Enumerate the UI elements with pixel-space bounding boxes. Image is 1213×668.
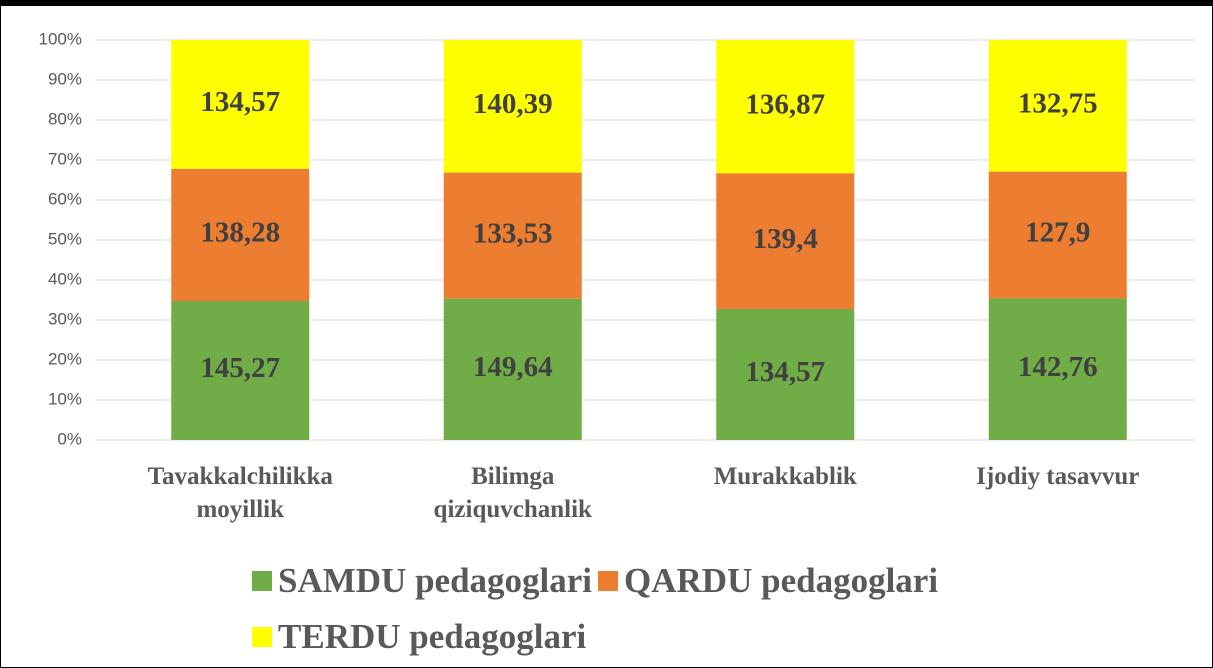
- x-tick-label: Bilimga qiziquvchanlik: [433, 463, 592, 523]
- y-tick-label: 0%: [57, 429, 82, 448]
- y-tick-label: 60%: [48, 189, 82, 208]
- bar-segment: [443, 172, 582, 299]
- value-label: 145,27: [200, 352, 280, 384]
- value-label: 138,28: [200, 217, 280, 249]
- y-tick-label: 20%: [48, 349, 82, 368]
- y-tick-label: 70%: [48, 149, 82, 168]
- value-label: 136,87: [745, 88, 825, 120]
- legend-label: QARDU pedagoglari: [624, 561, 939, 600]
- legend-label: TERDU pedagoglari: [278, 617, 587, 656]
- bar-segment: [443, 40, 582, 173]
- legend: SAMDU pedagoglari QARDU pedagoglari TERDU …: [252, 553, 1012, 665]
- y-tick-label: 10%: [48, 389, 82, 408]
- value-label: 142,76: [1018, 351, 1098, 383]
- legend-swatch: [252, 571, 272, 591]
- value-label: 139,4: [753, 223, 818, 255]
- legend-swatch: [252, 627, 272, 647]
- bar-segment: [988, 40, 1127, 172]
- bar-segment: [716, 173, 855, 309]
- bar-segment: [171, 40, 310, 169]
- x-tick-label: Ijodiy tasavvur: [976, 463, 1140, 490]
- legend-label: SAMDU pedagoglari: [278, 561, 593, 600]
- legend-item: QARDU pedagoglari: [598, 553, 938, 609]
- bar-segment: [716, 40, 855, 174]
- bar-segment: [171, 301, 310, 440]
- bar-segment: [443, 298, 582, 440]
- y-tick-label: 50%: [48, 229, 82, 248]
- value-label: 134,57: [745, 356, 825, 388]
- y-tick-label: 90%: [48, 69, 82, 88]
- legend-item: TERDU pedagoglari: [252, 609, 586, 665]
- y-tick-label: 30%: [48, 309, 82, 328]
- y-tick-label: 100%: [39, 29, 82, 48]
- y-tick-label: 40%: [48, 269, 82, 288]
- legend-swatch: [598, 571, 619, 591]
- value-label: 132,75: [1018, 87, 1098, 119]
- bar-segment: [716, 308, 855, 440]
- value-label: 127,9: [1025, 217, 1090, 249]
- bar-segment: [988, 298, 1127, 440]
- legend-item: SAMDU pedagoglari: [252, 553, 592, 609]
- bar-segment: [171, 168, 310, 302]
- value-label: 149,64: [473, 351, 553, 383]
- x-tick-label: Tavakkalchilikka moyillik: [147, 463, 333, 523]
- x-tick-label: Murakkablik: [713, 463, 857, 490]
- y-tick-label: 80%: [48, 109, 82, 128]
- bar-segment: [988, 171, 1127, 299]
- value-label: 134,57: [200, 86, 280, 118]
- value-label: 133,53: [473, 217, 553, 249]
- value-label: 140,39: [473, 88, 553, 120]
